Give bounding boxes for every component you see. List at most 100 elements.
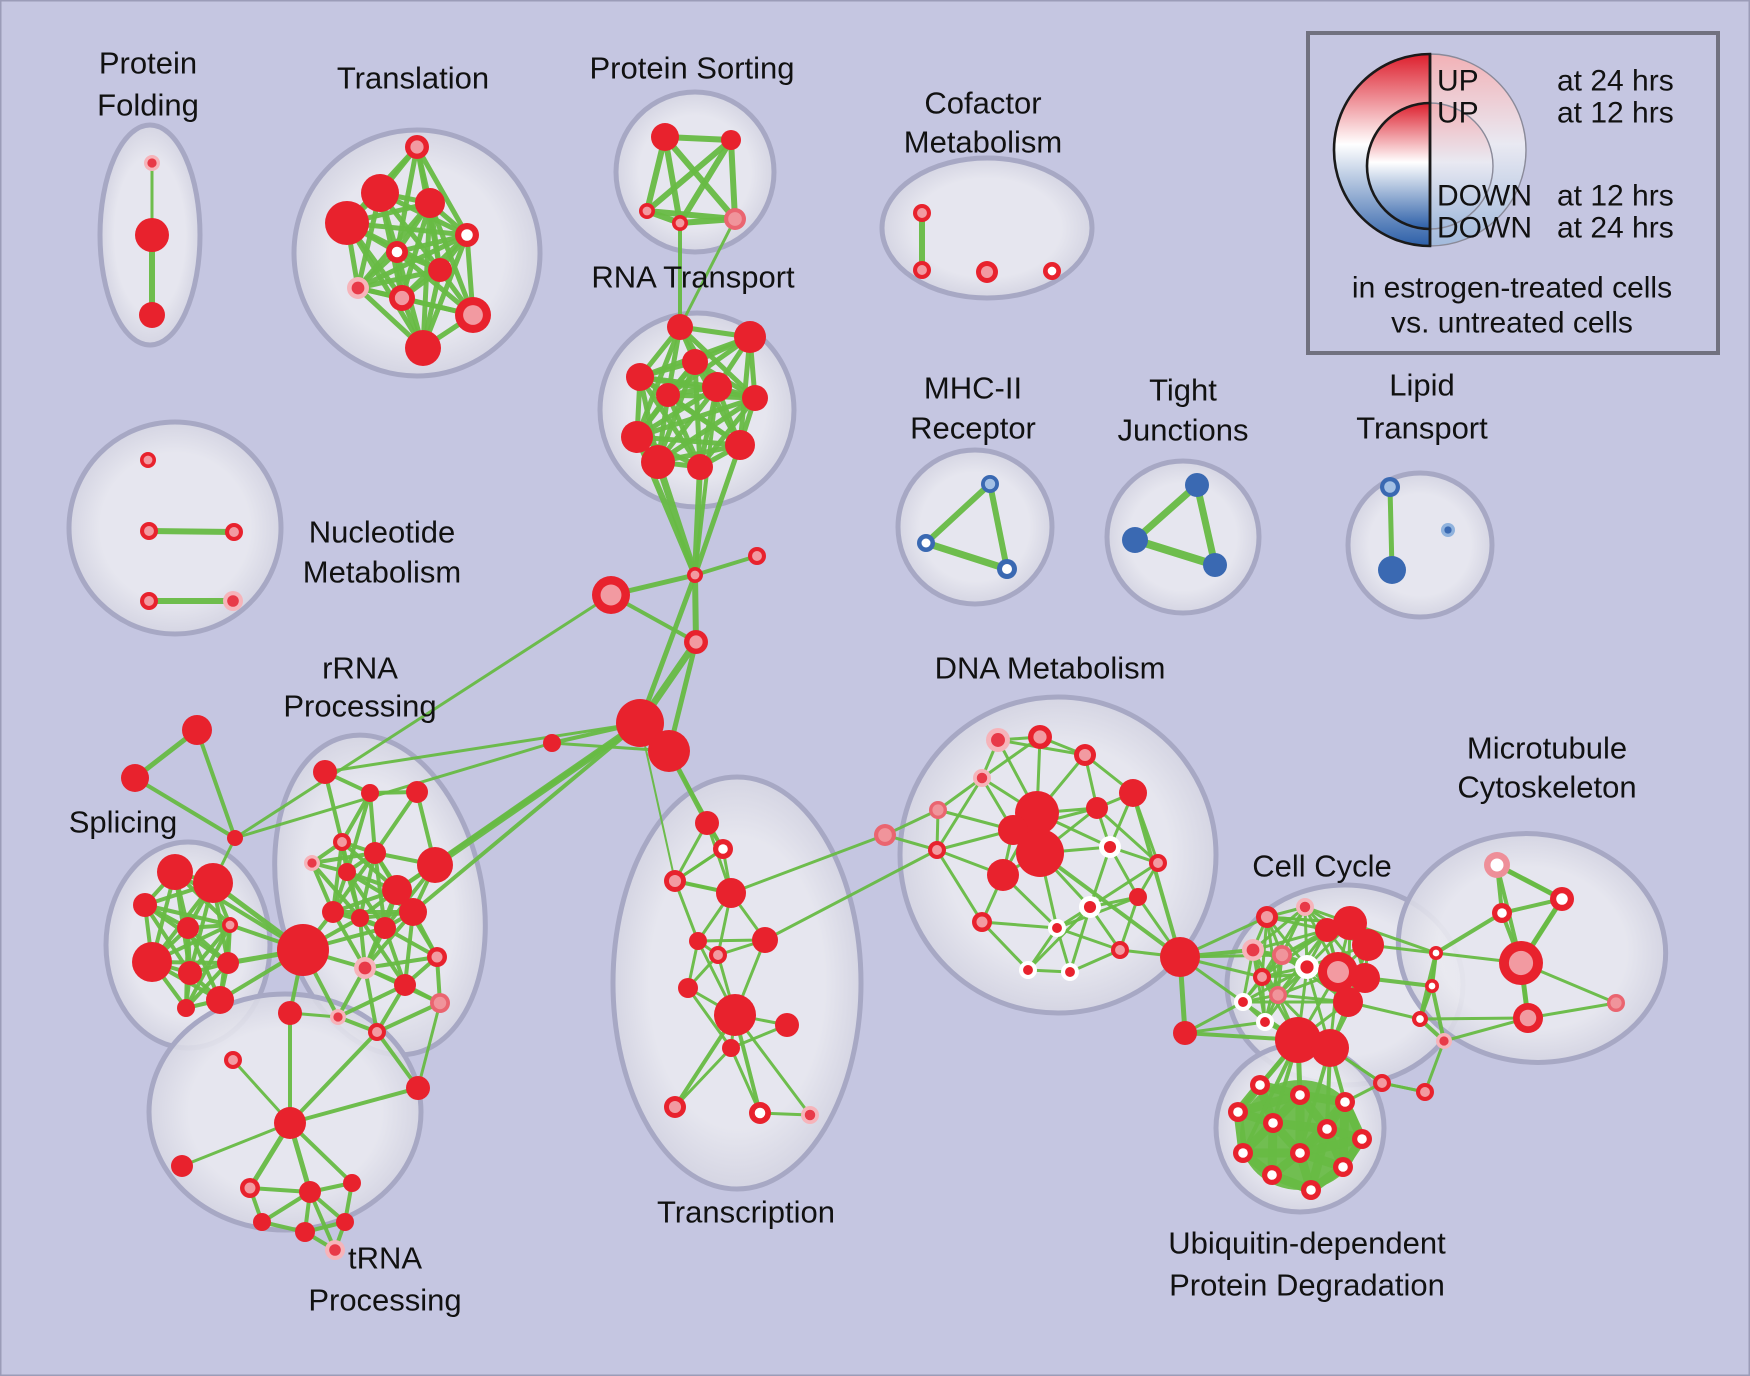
node-backbone-5 [648, 730, 690, 772]
node-splicing-9 [177, 999, 195, 1017]
node-dna-2 [1074, 744, 1096, 766]
node-ubiquitin-10 [1262, 1165, 1282, 1185]
node-translation-4 [455, 223, 479, 247]
node-microtubule-9 [1436, 1033, 1452, 1049]
cluster-label-microtubule-0: Microtubule [1467, 731, 1627, 766]
node-microtubule-0 [1484, 852, 1510, 878]
edge [729, 833, 887, 895]
node-rrna-8 [417, 847, 453, 883]
cluster-labels: Protein Folding Translation Protein Sorting… [69, 46, 1637, 1318]
edge [1260, 928, 1329, 979]
edge [935, 848, 984, 924]
node-ubiquitin-1 [1290, 1085, 1310, 1105]
cluster-label-rrna-1: Processing [283, 689, 436, 724]
node-tight-1 [1122, 527, 1148, 553]
edge [1131, 481, 1201, 544]
legend-item-2: UP [1437, 97, 1479, 130]
cluster-label-trna-0: tRNA [348, 1241, 422, 1276]
node-splicing_triangle-1 [121, 764, 149, 792]
node-ubiquitin-5 [1317, 1119, 1337, 1139]
node-rrna-1 [361, 784, 379, 802]
node-dna-3 [973, 769, 991, 787]
node-splicing-6 [178, 961, 202, 985]
node-transcription-6 [752, 927, 778, 953]
node-cell_cycle-14 [1333, 987, 1363, 1017]
edge [1068, 948, 1122, 974]
edge [1068, 905, 1092, 974]
legend-item-4: DOWN [1437, 180, 1532, 213]
node-translation-9 [455, 297, 491, 333]
node-trna-10 [325, 1240, 345, 1260]
node-microtubule-7 [1425, 979, 1439, 993]
node-dna-20 [1061, 963, 1079, 981]
node-splicing-7 [217, 952, 239, 974]
node-rrna-11 [374, 917, 396, 939]
edge [693, 385, 719, 577]
node-dna-5 [874, 824, 896, 846]
edge [1131, 536, 1219, 569]
edge [195, 728, 237, 840]
node-transcription-7 [678, 978, 698, 998]
edge [692, 442, 743, 578]
cluster-ellipse-mhc [895, 447, 1055, 607]
edge [394, 232, 470, 255]
node-splicing-0 [157, 854, 193, 890]
cluster-label-nucleotide-1: Metabolism [303, 555, 462, 590]
node-translation-0 [405, 135, 429, 159]
node-cell_cycle-7 [1234, 993, 1252, 1011]
node-cell_cycle-6 [1269, 986, 1287, 1004]
node-protein_sorting-0 [651, 123, 679, 151]
edge [936, 776, 984, 812]
node-protein_folding-0 [144, 155, 160, 171]
edge [180, 1121, 292, 1168]
node-backbone-4 [616, 699, 664, 747]
legend-item-6: DOWN [1437, 212, 1532, 245]
node-mhc-0 [981, 475, 999, 493]
node-trna-8 [295, 1222, 315, 1242]
edge [233, 593, 613, 840]
node-splicing_triangle-0 [182, 715, 212, 745]
edge [288, 1030, 379, 1125]
node-splicing-4 [222, 917, 238, 933]
edge [1430, 984, 1446, 1043]
node-nucleotide-1 [140, 522, 158, 540]
node-transcription-11 [664, 1096, 686, 1118]
node-dna-15 [1129, 888, 1147, 906]
edge [677, 137, 734, 226]
node-cell_cycle-1 [1296, 898, 1314, 916]
edge [336, 983, 407, 1019]
node-cofactor-1 [913, 261, 931, 279]
node-transcription-13 [801, 1106, 819, 1124]
edge [1095, 806, 1160, 865]
node-backbone-0 [687, 567, 703, 583]
cluster-label-protein_folding-1: Folding [97, 88, 199, 123]
node-rrna-14 [427, 947, 447, 967]
edge [146, 528, 237, 535]
node-transcription-9 [775, 1013, 799, 1037]
node-rrna-20 [406, 1076, 430, 1100]
node-ubiquitin-7 [1233, 1143, 1253, 1163]
node-rrna-3 [333, 833, 351, 851]
node-rrna-7 [382, 875, 412, 905]
cluster-label-cofactor-1: Metabolism [904, 125, 1063, 160]
node-splicing-8 [206, 986, 234, 1014]
edge [637, 572, 698, 726]
node-protein_folding-2 [139, 302, 165, 328]
edge [414, 144, 470, 238]
node-splicing_triangle-2 [227, 830, 243, 846]
edge [143, 903, 232, 927]
node-cofactor-0 [913, 204, 931, 222]
node-transcription-12 [749, 1102, 771, 1124]
node-transcription-0 [695, 811, 719, 835]
node-transcription-3 [716, 878, 746, 908]
edge [686, 986, 733, 1050]
edge [344, 220, 426, 351]
node-dna-0 [986, 728, 1010, 752]
legend-caption-0: in estrogen-treated cells [1352, 272, 1672, 305]
legend-item-0: UP [1437, 65, 1479, 98]
node-rna_transport-7 [621, 421, 653, 453]
node-transcription-2 [664, 870, 686, 892]
node-mhc-1 [917, 534, 935, 552]
edge [693, 554, 759, 577]
